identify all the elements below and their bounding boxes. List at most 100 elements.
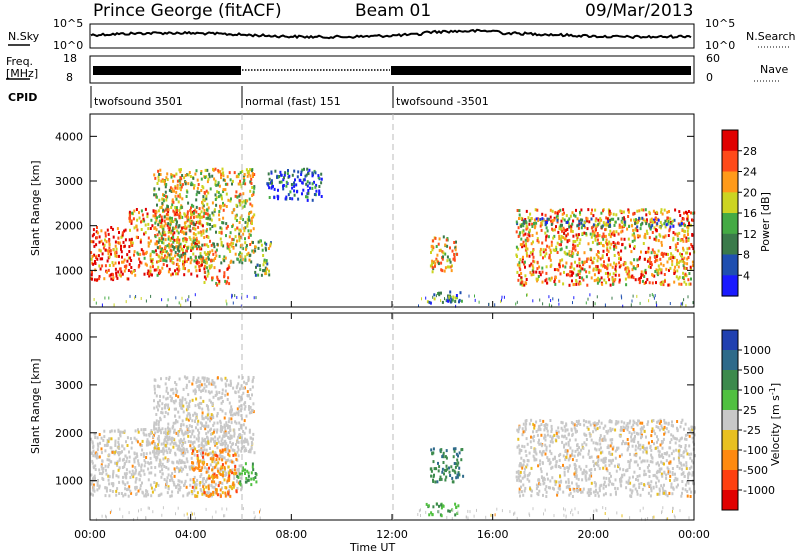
velocity-echo-cell	[604, 424, 607, 428]
velocity-echo-cell	[432, 505, 435, 509]
velocity-echo-cell	[202, 399, 205, 403]
power-echo-cell	[532, 266, 535, 270]
velocity-echo-cell	[213, 480, 216, 484]
velocity-echo-cell	[170, 388, 173, 392]
power-echo-cell	[158, 187, 161, 191]
velocity-echo-cell	[167, 422, 170, 426]
power-echo-cell	[131, 241, 134, 245]
velocity-echo-cell	[237, 390, 240, 394]
velocity-echo-cell	[435, 467, 438, 471]
velocity-echo-cell	[240, 488, 243, 492]
power-echo-cell	[585, 270, 588, 274]
velocity-echo-cell	[224, 450, 227, 453]
power-echo-cell	[197, 245, 200, 249]
velocity-echo-cell	[210, 413, 213, 417]
velocity-echo-cell	[220, 454, 223, 458]
velocity-echo-cell	[116, 463, 119, 467]
velocity-echo-cell	[559, 466, 562, 469]
power-echo-cell	[585, 216, 588, 220]
power-echo-cell	[678, 223, 681, 227]
power-echo-cell	[202, 231, 205, 235]
power-echo-cell	[604, 265, 607, 269]
velocity-echo-cell	[128, 470, 131, 474]
velocity-echo-cell	[240, 404, 243, 408]
power-echo-cell	[532, 299, 534, 303]
power-echo-cell	[544, 221, 547, 224]
velocity-echo-cell	[576, 488, 578, 492]
power-echo-cell	[133, 250, 136, 254]
power-echo-cell	[185, 238, 188, 242]
velocity-echo-cell	[237, 409, 240, 413]
velocity-echo-cell	[121, 444, 124, 448]
power-echo-cell	[636, 229, 639, 233]
velocity-echo-cell	[225, 384, 227, 388]
power-echo-cell	[311, 174, 314, 178]
power-echo-cell	[631, 239, 634, 243]
power-echo-cell	[529, 212, 532, 216]
power-echo-cell	[90, 251, 93, 255]
power-echo-cell	[570, 224, 573, 228]
velocity-echo-cell	[619, 483, 622, 487]
velocity-echo-cell	[172, 461, 175, 465]
power-echo-cell	[644, 232, 647, 236]
velocity-echo-cell	[114, 441, 117, 444]
velocity-echo-cell	[145, 489, 148, 493]
power-echo-cell	[265, 248, 267, 252]
power-echo-cell	[554, 277, 556, 281]
power-echo-cell	[612, 217, 615, 221]
power-echo-cell	[203, 208, 206, 212]
velocity-echo-cell	[615, 469, 618, 473]
power-echo-cell	[238, 228, 241, 232]
velocity-echo-cell	[567, 458, 570, 462]
velocity-echo-cell	[179, 441, 182, 445]
power-echo-cell	[208, 252, 211, 256]
velocity-echo-cell	[225, 442, 228, 446]
velocity-echo-cell	[619, 467, 621, 471]
velocity-echo-cell	[165, 466, 168, 469]
power-echo-cell	[96, 257, 99, 261]
power-echo-cell	[662, 263, 665, 267]
power-echo-cell	[192, 232, 195, 236]
velocity-echo-cell	[136, 454, 139, 458]
power-echo-cell	[580, 226, 583, 230]
date-title: 09/Mar/2013	[585, 1, 693, 21]
power-echo-cell	[216, 242, 219, 246]
velocity-echo-cell	[639, 447, 642, 451]
velocity-echo-cell	[117, 451, 119, 455]
velocity-echo-cell	[239, 387, 241, 391]
power-echo-cell	[645, 213, 648, 217]
velocity-echo-cell	[153, 427, 156, 431]
power-echo-cell	[625, 283, 628, 287]
velocity-echo-cell	[172, 445, 175, 449]
velocity-echo-cell	[238, 399, 241, 403]
power-echo-cell	[206, 274, 209, 278]
power-echo-cell	[572, 243, 575, 247]
velocity-echo-cell	[430, 511, 433, 515]
velocity-echo-cell	[208, 398, 211, 402]
power-echo-cell	[184, 237, 187, 241]
power-echo-cell	[307, 191, 310, 195]
power-echo-cell	[176, 186, 179, 190]
velocity-echo-cell	[164, 410, 167, 414]
velocity-echo-cell	[94, 432, 97, 436]
cpid-segment-label: normal (fast) 151	[245, 95, 341, 108]
velocity-echo-cell	[593, 464, 595, 468]
velocity-echo-cell	[243, 402, 246, 406]
power-echo-cell	[554, 249, 557, 252]
velocity-echo-cell	[590, 455, 593, 459]
power-echo-cell	[227, 245, 230, 248]
power-echo-cell	[661, 280, 664, 284]
velocity-echo-cell	[203, 439, 205, 443]
power-echo-cell	[262, 263, 265, 267]
velocity-echo-cell	[162, 442, 165, 445]
power-echo-cell	[441, 269, 444, 273]
velocity-echo-cell	[219, 450, 222, 454]
velocity-echo-cell	[185, 408, 188, 412]
power-echo-cell	[602, 237, 605, 241]
power-echo-cell	[624, 262, 627, 266]
velocity-echo-cell	[517, 430, 520, 434]
power-echo-cell	[525, 209, 528, 213]
velocity-echo-cell	[189, 478, 192, 482]
power-echo-cell	[196, 215, 199, 219]
power-echo-cell	[553, 268, 556, 272]
